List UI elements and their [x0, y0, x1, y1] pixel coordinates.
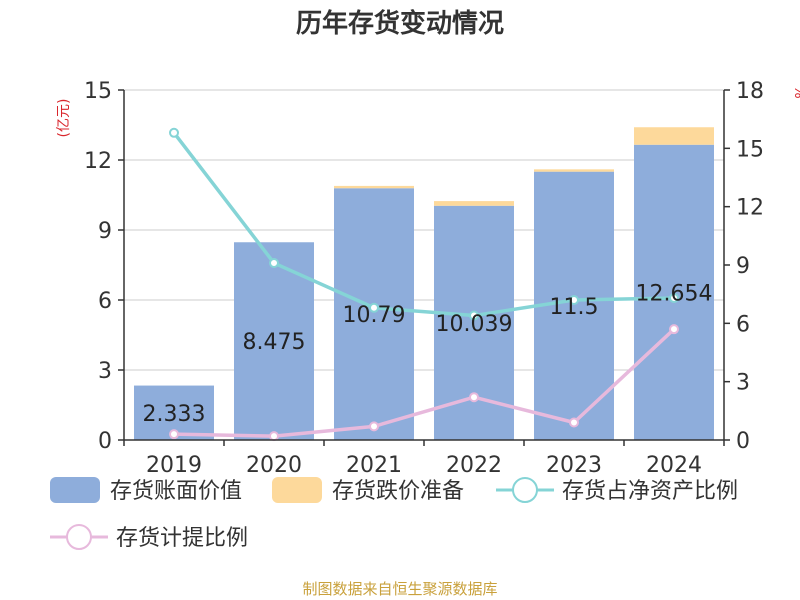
right-tick-label: 12	[736, 196, 764, 221]
legend-label: 存货跌价准备	[332, 479, 464, 504]
x-tick-label: 2020	[246, 453, 302, 478]
right-axis-unit: %	[791, 85, 800, 98]
bar-data-label: 10.039	[436, 312, 513, 337]
provision-ratio-point	[169, 429, 179, 440]
legend-label: 存货占净资产比例	[562, 479, 738, 504]
right-tick-label: 9	[736, 254, 750, 279]
provision-ratio-point	[469, 392, 479, 403]
right-tick-label: 6	[736, 312, 750, 337]
legend-swatch-bar	[50, 477, 100, 503]
bar-impairment-reserve	[434, 201, 514, 206]
left-tick-label: 0	[98, 429, 112, 454]
axes: 0 3 6 9 12 15 0 3 6 9 12 15 18 2019 2020 2021 2022 2023 20…	[84, 79, 764, 478]
net-asset-ratio-line	[172, 131, 675, 318]
x-tick-label: 2019	[146, 453, 202, 478]
x-tick-label: 2021	[346, 453, 402, 478]
net-asset-ratio-point	[169, 127, 179, 138]
provision-ratio-point	[369, 421, 379, 432]
provision-ratio-point	[569, 417, 579, 428]
bar-book-value	[634, 144, 714, 441]
left-tick-label: 9	[98, 219, 112, 244]
net-asset-ratio-point	[569, 295, 579, 305]
left-axis-unit: (亿元)	[56, 99, 72, 138]
provision-ratio-line	[173, 327, 676, 438]
legend-swatch-marker	[512, 477, 538, 503]
source-note: 制图数据来自恒生聚源数据库	[302, 580, 497, 598]
right-tick-label: 3	[736, 371, 750, 396]
legend-swatch-marker	[66, 524, 92, 550]
provision-ratio-point	[269, 431, 279, 442]
bar-data-label: 8.475	[243, 330, 306, 355]
right-tick-label: 0	[736, 429, 750, 454]
x-tick-label: 2022	[446, 453, 502, 478]
legend-label: 存货账面价值	[110, 479, 242, 504]
legend-label: 存货计提比例	[116, 526, 248, 551]
bar-book-value	[334, 188, 414, 440]
left-tick-label: 6	[98, 289, 112, 314]
chart-title: 历年存货变动情况	[296, 8, 504, 39]
legend-swatch-bar	[272, 477, 322, 503]
data-labels: 2.333 8.475 10.79 10.039 11.5 12.654	[143, 281, 713, 426]
bar-impairment-reserve	[334, 185, 414, 189]
bar-series	[134, 127, 714, 441]
right-tick-label: 15	[736, 137, 764, 162]
provision-ratio-point	[669, 324, 679, 335]
x-tick-label: 2023	[546, 453, 602, 478]
line-series	[169, 127, 679, 442]
net-asset-ratio-point	[269, 258, 279, 269]
bar-impairment-reserve	[634, 127, 714, 145]
bar-data-label: 2.333	[143, 402, 206, 427]
left-tick-label: 15	[84, 79, 112, 104]
right-tick-label: 18	[736, 79, 764, 104]
bar-data-label: 10.79	[343, 303, 406, 328]
x-tick-label: 2024	[646, 453, 702, 478]
bar-data-label: 11.5	[550, 295, 599, 320]
bar-impairment-reserve	[534, 169, 614, 172]
net-asset-ratio-point	[669, 293, 679, 304]
net-asset-ratio-point	[369, 302, 379, 313]
bar-data-label: 12.654	[636, 281, 713, 306]
left-tick-label: 3	[98, 359, 112, 384]
left-tick-label: 12	[84, 149, 112, 174]
net-asset-ratio-point	[469, 310, 479, 321]
